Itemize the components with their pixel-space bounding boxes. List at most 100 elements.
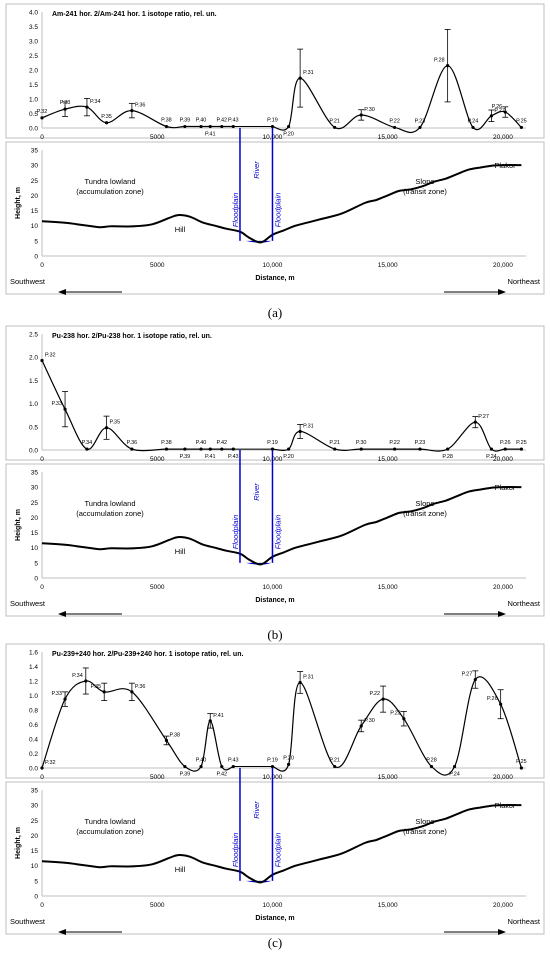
ratio-y-tick-label: 0.0 bbox=[29, 766, 38, 773]
ratio-chart-frame bbox=[5, 3, 545, 139]
point-label: P.35 bbox=[91, 684, 102, 690]
data-point bbox=[519, 125, 523, 130]
data-point bbox=[183, 764, 187, 769]
point-label: P.20 bbox=[283, 132, 294, 138]
annotation-tundra: Tundra lowland bbox=[84, 177, 135, 186]
data-point bbox=[298, 76, 302, 80]
point-label: P.23 bbox=[390, 711, 401, 717]
point-label: P.34 bbox=[72, 673, 83, 679]
profile-y-tick-label: 30 bbox=[31, 803, 39, 810]
southwest-label: Southwest bbox=[10, 917, 46, 926]
data-point bbox=[164, 447, 169, 451]
data-point bbox=[471, 125, 475, 130]
data-point bbox=[393, 447, 397, 451]
data-point bbox=[63, 107, 67, 111]
northeast-label: Northeast bbox=[507, 277, 540, 286]
data-point bbox=[393, 125, 397, 130]
data-point bbox=[446, 64, 450, 68]
profile-y-axis-label: Height, m bbox=[15, 827, 22, 859]
ratio-y-tick-label: 2.0 bbox=[29, 355, 38, 362]
ratio-x-tick-label: 0 bbox=[40, 456, 44, 463]
data-point bbox=[84, 679, 88, 683]
point-label: P.30 bbox=[364, 107, 375, 113]
point-label: P.22 bbox=[389, 118, 400, 124]
profile-x-tick-label: 20,000 bbox=[493, 584, 513, 591]
caption-b: (b) bbox=[267, 627, 283, 642]
ratio-chart-title: Pu-238 hor. 2/Pu-238 hor. 1 isotope rati… bbox=[52, 333, 212, 340]
profile-y-tick-label: 10 bbox=[31, 223, 39, 230]
terrain-line bbox=[41, 804, 522, 884]
annotation-river: River bbox=[252, 801, 261, 819]
point-label: P.33 bbox=[51, 401, 62, 407]
data-point bbox=[220, 447, 224, 451]
ratio-y-tick-label: 1.6 bbox=[29, 650, 38, 657]
ratio-y-tick-label: 1.4 bbox=[29, 664, 38, 671]
annotation-floodplain-right: Floodplain bbox=[273, 193, 282, 228]
profile-y-tick-label: 35 bbox=[31, 148, 39, 155]
data-point bbox=[381, 697, 385, 701]
profile-y-tick-label: 15 bbox=[31, 208, 39, 215]
ratio-x-tick-label: 5000 bbox=[150, 774, 165, 781]
data-point bbox=[503, 110, 507, 114]
data-point bbox=[199, 124, 203, 129]
point-label: P.21 bbox=[329, 118, 340, 124]
ratio-y-tick-label: 1.0 bbox=[29, 401, 38, 408]
terrain-line bbox=[41, 486, 522, 566]
annotation-slope: Slope bbox=[415, 499, 434, 508]
ratio-x-tick-label: 15,000 bbox=[378, 456, 398, 463]
data-point bbox=[298, 429, 302, 434]
profile-chart: 0 5 10 15 20 25 30 35 0 5000 10,000 15,000 20,000 Hei… bbox=[5, 141, 545, 295]
point-label: P.24 bbox=[449, 772, 460, 778]
annotation-floodplain-left: Floodplain bbox=[231, 833, 240, 868]
data-point bbox=[40, 116, 44, 120]
northeast-label: Northeast bbox=[507, 599, 540, 608]
annotation-plakor: Plakor bbox=[494, 161, 516, 170]
ratio-y-tick-label: 0.0 bbox=[29, 126, 38, 133]
data-point bbox=[473, 677, 477, 682]
data-point bbox=[489, 447, 494, 451]
point-label: P.28 bbox=[426, 758, 437, 764]
profile-y-tick-label: 15 bbox=[31, 848, 39, 855]
point-label: P.33 bbox=[51, 691, 62, 697]
annotation-floodplain-right: Floodplain bbox=[273, 833, 282, 868]
point-label: P.38 bbox=[161, 440, 172, 446]
data-point bbox=[418, 447, 422, 451]
profile-x-tick-label: 10,000 bbox=[263, 902, 283, 909]
annotation-slope-zone: (transit zone) bbox=[403, 509, 447, 518]
profile-y-tick-label: 30 bbox=[31, 485, 39, 492]
annotation-floodplain-left: Floodplain bbox=[231, 193, 240, 228]
profile-y-tick-label: 0 bbox=[34, 576, 38, 583]
point-label: P.34 bbox=[82, 440, 93, 446]
point-label: P.30 bbox=[364, 718, 375, 724]
annotation-floodplain-right: Floodplain bbox=[273, 515, 282, 550]
ratio-chart: 0.00.51.01.52.02.50500010,00015,00020,00… bbox=[5, 325, 545, 463]
data-point bbox=[287, 447, 291, 451]
profile-x-axis-label: Distance, m bbox=[255, 597, 294, 604]
annotation-hill: Hill bbox=[175, 225, 186, 234]
annotation-tundra: Tundra lowland bbox=[84, 817, 135, 826]
ratio-y-tick-label: 1.5 bbox=[29, 378, 38, 385]
profile-y-tick-label: 20 bbox=[31, 833, 39, 840]
data-point bbox=[104, 121, 109, 125]
data-point bbox=[85, 105, 89, 109]
point-label: P.40 bbox=[196, 758, 207, 764]
ratio-chart: 0.00.51.01.52.02.53.03.54.00500010,00015… bbox=[5, 3, 545, 141]
profile-x-tick-label: 5000 bbox=[150, 902, 165, 909]
point-label: P.23 bbox=[415, 118, 426, 124]
data-point bbox=[489, 114, 494, 118]
profile-x-tick-label: 15,000 bbox=[378, 262, 398, 269]
profile-y-tick-label: 20 bbox=[31, 515, 39, 522]
panel-b-figure: 0.0 0.5 1.0 1.5 2.0 2.5 0 5000 10,000 15,000 20,00… bbox=[5, 325, 545, 617]
data-point bbox=[208, 447, 212, 451]
point-label: P.42 bbox=[216, 118, 227, 124]
profile-y-tick-label: 10 bbox=[31, 863, 39, 870]
point-label: P.43 bbox=[228, 758, 239, 764]
data-point bbox=[287, 762, 291, 766]
profile-x-tick-label: 10,000 bbox=[263, 584, 283, 591]
data-point bbox=[40, 766, 44, 770]
point-label: P.25 bbox=[516, 440, 527, 446]
point-label: P.36 bbox=[127, 440, 138, 446]
annotation-slope: Slope bbox=[415, 817, 434, 826]
point-label: P.20 bbox=[283, 755, 294, 761]
profile-x-tick-label: 15,000 bbox=[378, 902, 398, 909]
